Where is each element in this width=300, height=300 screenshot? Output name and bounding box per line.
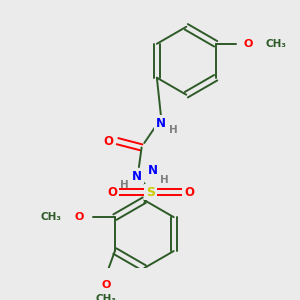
Text: S: S: [146, 186, 155, 199]
Text: H: H: [160, 175, 168, 184]
Text: CH₃: CH₃: [266, 39, 287, 49]
Text: CH₃: CH₃: [40, 212, 61, 222]
Text: O: O: [243, 39, 253, 49]
Text: O: O: [103, 135, 113, 148]
Text: O: O: [107, 186, 117, 199]
Text: N: N: [148, 164, 158, 177]
Text: H: H: [169, 125, 177, 136]
Text: CH₃: CH₃: [95, 294, 116, 300]
Text: N: N: [132, 169, 142, 182]
Text: O: O: [74, 212, 84, 222]
Text: O: O: [101, 280, 111, 290]
Text: H: H: [120, 180, 129, 190]
Text: N: N: [156, 117, 166, 130]
Text: O: O: [184, 186, 194, 199]
